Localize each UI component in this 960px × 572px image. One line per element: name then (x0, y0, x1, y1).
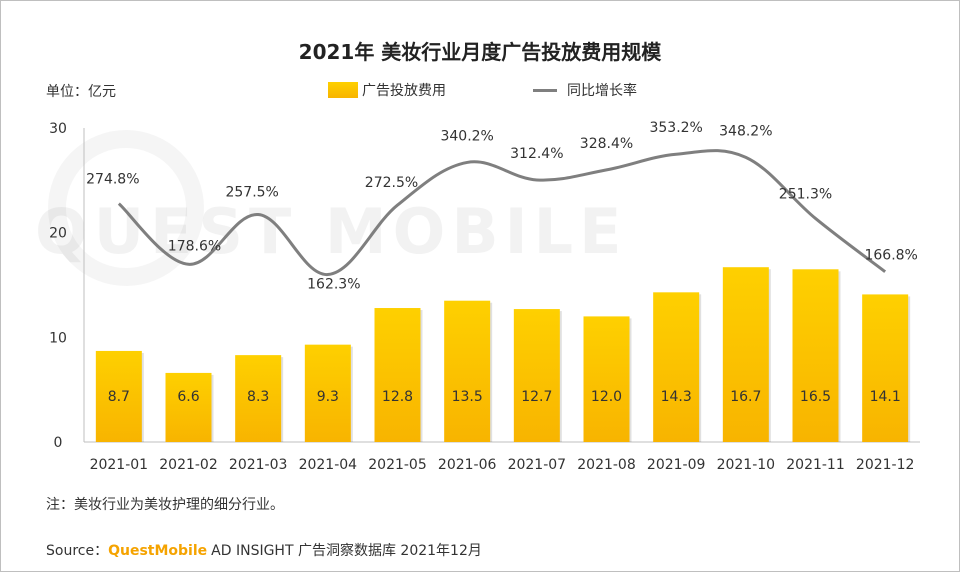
line-value-label: 274.8% (86, 172, 139, 188)
unit-label: 单位：亿元 (46, 84, 116, 100)
legend-bar-label: 广告投放费用 (362, 83, 446, 99)
bar-value-label: 9.3 (317, 389, 339, 405)
source-brand: QuestMobile (108, 543, 208, 559)
x-tick-label: 2021-03 (229, 457, 288, 473)
chart-title: 2021年 美妆行业月度广告投放费用规模 (298, 40, 662, 64)
source-text: AD INSIGHT 广告洞察数据库 2021年12月 (211, 543, 482, 559)
x-tick-label: 2021-12 (856, 457, 915, 473)
bar (722, 267, 769, 442)
bar (374, 308, 421, 442)
line-value-label: 166.8% (864, 248, 917, 264)
line-value-label: 162.3% (307, 277, 360, 293)
x-tick-label: 2021-10 (717, 457, 776, 473)
source-prefix: Source： (46, 543, 109, 559)
bar (165, 372, 212, 442)
legend-line-swatch (533, 88, 557, 92)
source-line: Source： QuestMobile AD INSIGHT 广告洞察数据库 2… (46, 540, 482, 560)
line-value-label: 251.3% (779, 186, 832, 202)
legend-bar-swatch (328, 82, 358, 98)
bar (862, 294, 909, 442)
bar (792, 269, 839, 442)
watermark: QUEST MOBILE (35, 195, 628, 268)
line-value-label: 272.5% (365, 175, 418, 191)
bar (583, 316, 630, 442)
growth-rate-line (117, 149, 887, 277)
bar-value-label: 14.1 (870, 389, 901, 405)
x-tick-label: 2021-08 (577, 457, 636, 473)
line-value-label: 353.2% (649, 120, 702, 136)
line-value-label: 340.2% (440, 128, 493, 144)
bar-value-label: 16.5 (800, 389, 831, 405)
bar-value-label: 12.8 (382, 389, 413, 405)
line-value-label: 328.4% (580, 136, 633, 152)
bar (304, 344, 351, 442)
legend-line-label: 同比增长率 (567, 83, 637, 99)
x-tick-label: 2021-06 (438, 457, 497, 473)
line-value-label: 178.6% (168, 238, 221, 254)
bar-value-label: 8.3 (247, 389, 269, 405)
bar (444, 300, 491, 442)
x-tick-label: 2021-05 (368, 457, 427, 473)
line-value-label: 348.2% (719, 123, 772, 139)
bar-value-label: 14.3 (661, 389, 692, 405)
y-tick-label: 10 (49, 330, 67, 346)
line-value-label: 312.4% (510, 146, 563, 162)
x-tick-label: 2021-01 (90, 457, 149, 473)
bar-value-label: 8.7 (108, 389, 130, 405)
bar-value-label: 12.7 (521, 389, 552, 405)
y-tick-label: 20 (49, 226, 67, 242)
line-value-label: 257.5% (225, 185, 278, 201)
legend-item-line: 同比增长率 (533, 80, 637, 100)
bar (235, 355, 282, 442)
y-tick-label: 30 (49, 121, 67, 137)
bar-value-label: 12.0 (591, 389, 622, 405)
x-tick-label: 2021-02 (159, 457, 218, 473)
bar-value-label: 6.6 (177, 389, 199, 405)
x-tick-label: 2021-07 (508, 457, 567, 473)
bar-value-label: 16.7 (730, 389, 761, 405)
x-tick-label: 2021-11 (786, 457, 845, 473)
x-tick-label: 2021-04 (299, 457, 358, 473)
bar (513, 309, 560, 442)
legend-item-bar: 广告投放费用 (328, 80, 446, 100)
y-tick-label: 0 (54, 435, 63, 451)
x-tick-label: 2021-09 (647, 457, 706, 473)
bar-value-label: 13.5 (452, 389, 483, 405)
bar (653, 292, 700, 442)
footnote: 注：美妆行业为美妆护理的细分行业。 (46, 497, 284, 513)
bar (95, 350, 142, 442)
